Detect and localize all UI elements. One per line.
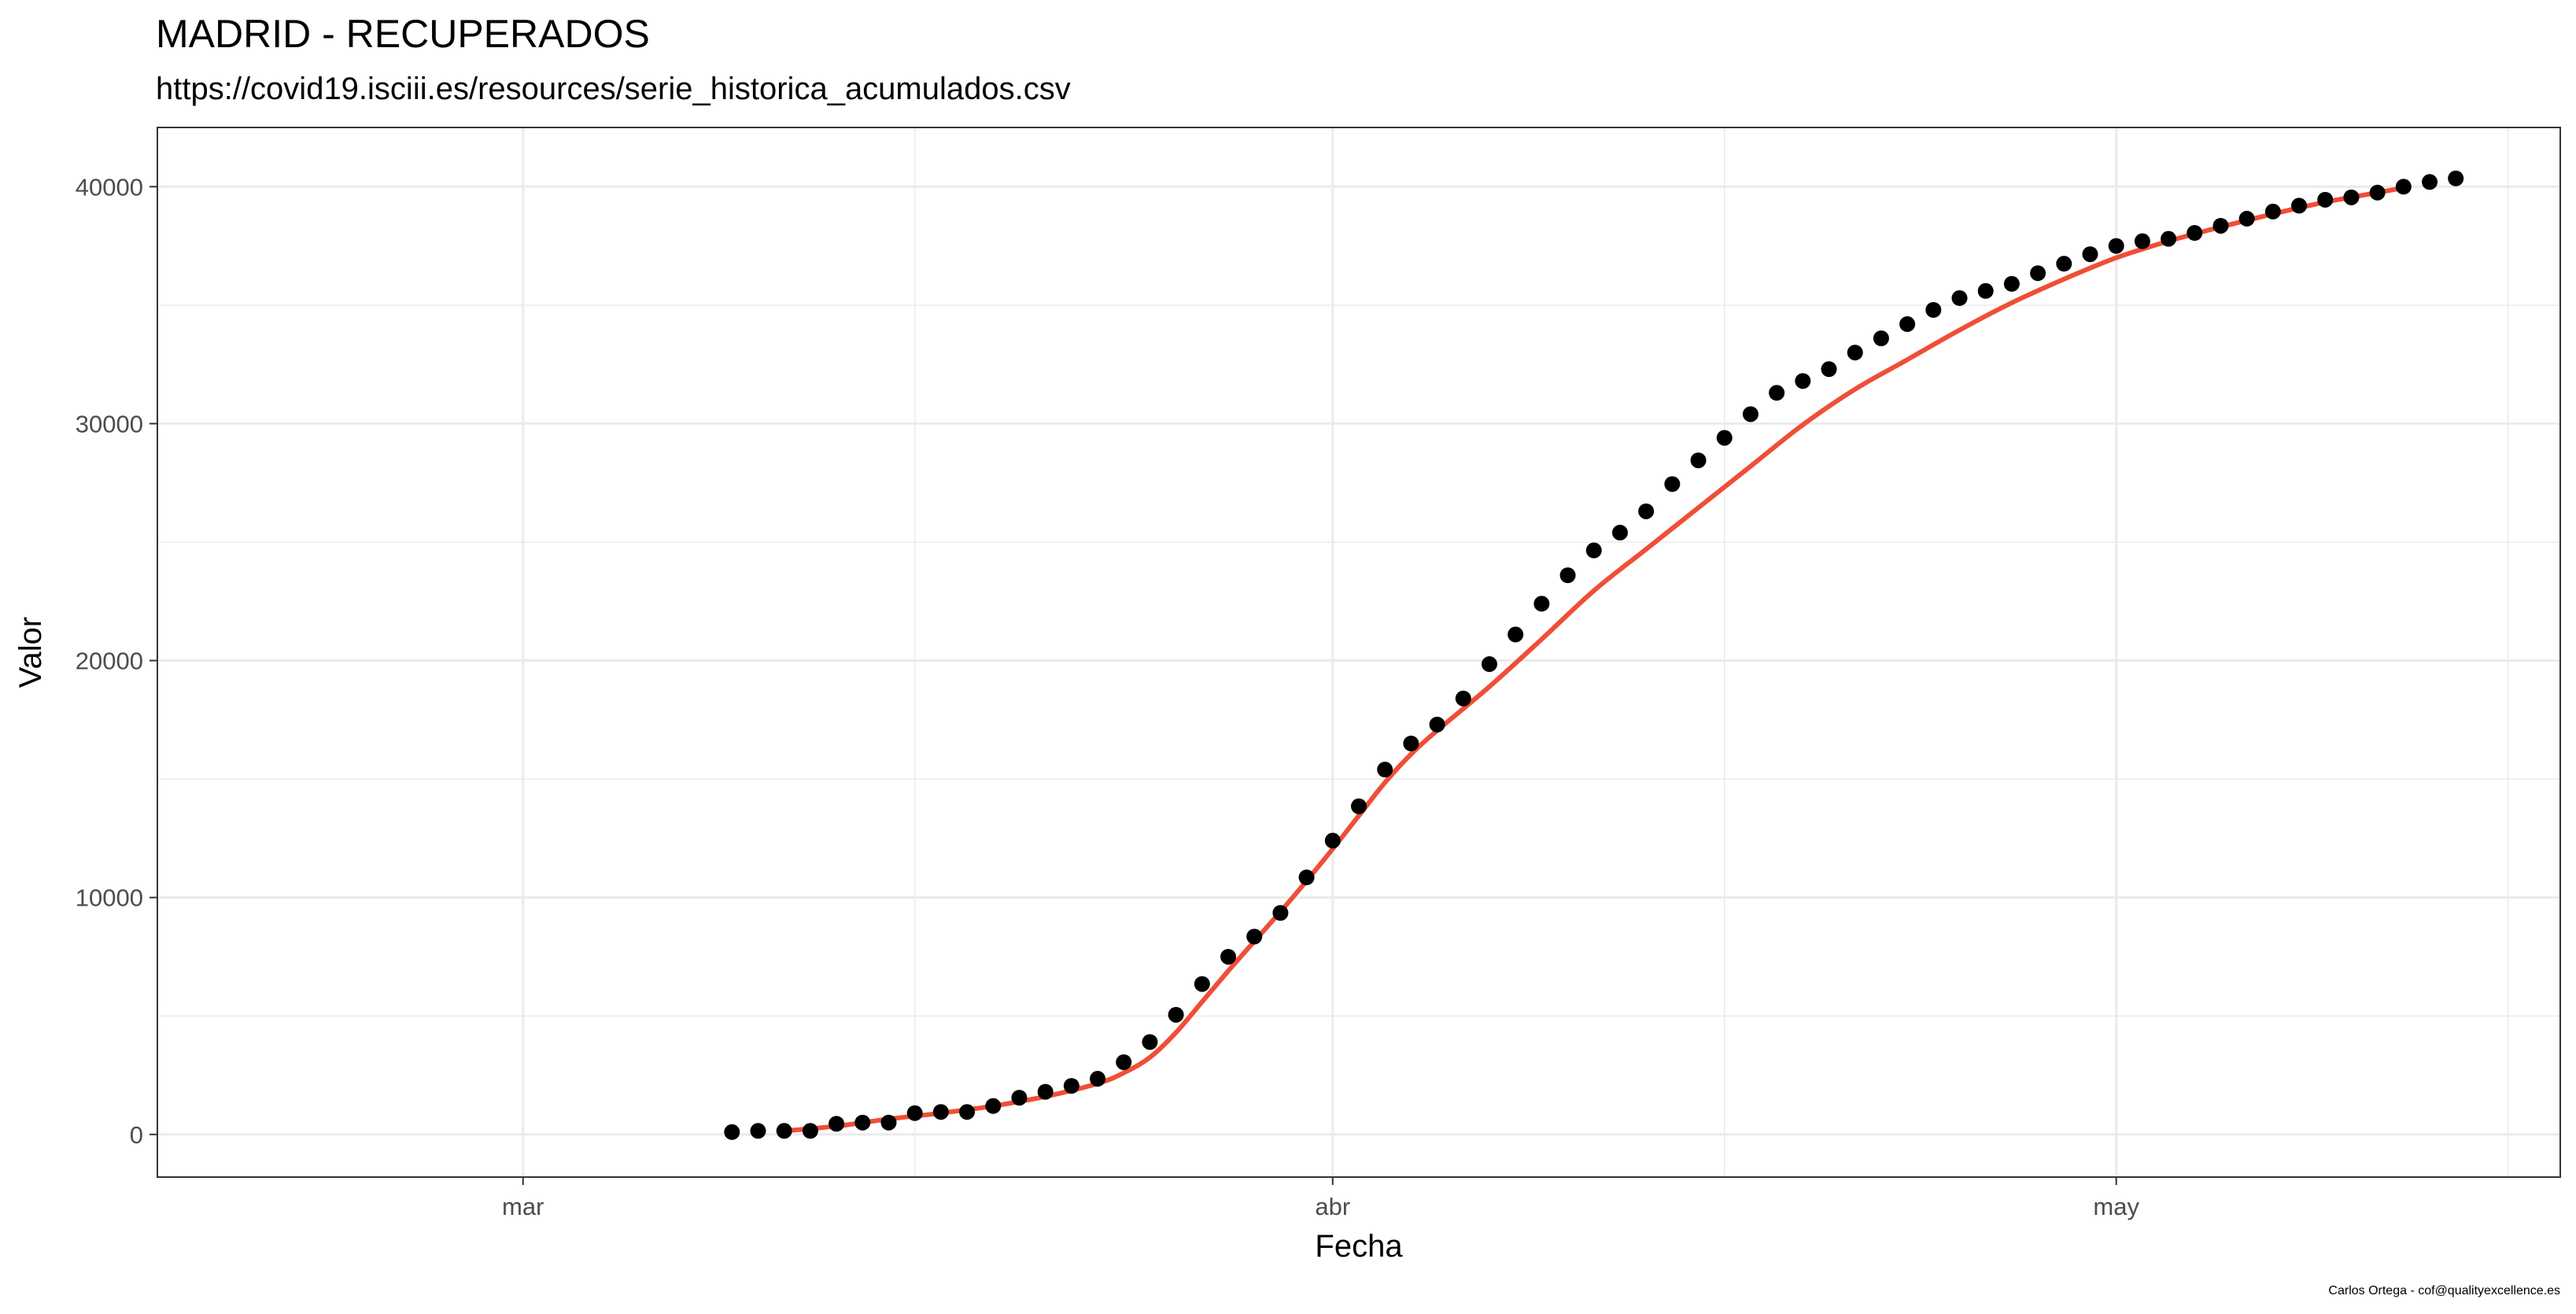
data-point	[2187, 225, 2203, 242]
y-tick-label: 30000	[76, 410, 143, 437]
data-point	[854, 1114, 871, 1131]
y-tick-label: 40000	[76, 173, 143, 201]
data-point	[1977, 282, 1994, 299]
data-point	[1324, 832, 1341, 849]
data-point	[1272, 905, 1289, 921]
chart-title: MADRID - RECUPERADOS	[156, 12, 650, 56]
data-point	[1951, 290, 1968, 306]
data-point	[1533, 596, 1550, 612]
data-point	[1168, 1006, 1184, 1023]
data-point	[1298, 869, 1315, 886]
data-point	[2003, 275, 2020, 292]
data-point	[2134, 233, 2150, 249]
data-point	[2108, 238, 2124, 254]
data-point	[2448, 170, 2464, 186]
data-point	[932, 1104, 949, 1120]
data-point	[776, 1123, 792, 1139]
data-point	[906, 1105, 923, 1121]
x-axis-title: Fecha	[1315, 1229, 1403, 1264]
data-point	[2056, 256, 2072, 272]
data-point	[1847, 345, 1863, 361]
grid-lines	[157, 127, 2560, 1177]
data-point	[1142, 1034, 1158, 1050]
data-point	[2238, 210, 2255, 227]
chart-subtitle: https://covid19.isciii.es/resources/seri…	[156, 72, 1071, 106]
data-point	[985, 1098, 1002, 1114]
data-point	[750, 1123, 766, 1139]
data-point	[1429, 716, 1445, 733]
panel-border	[157, 127, 2561, 1178]
data-point	[829, 1116, 845, 1132]
data-point	[1638, 503, 1655, 519]
x-tick-label: may	[2093, 1193, 2139, 1220]
data-point	[1481, 656, 1497, 673]
data-point	[1690, 452, 1707, 469]
chart-caption: Carlos Ortega - cof@qualityexcellence.es	[2328, 1284, 2560, 1297]
y-axis-title: Valor	[13, 617, 48, 688]
data-point	[2343, 189, 2360, 205]
data-point	[1194, 976, 1210, 992]
data-point	[959, 1104, 976, 1120]
data-point	[2291, 197, 2308, 214]
y-tick-label: 20000	[76, 648, 143, 675]
data-point	[1873, 330, 1889, 347]
data-point	[1611, 524, 1628, 541]
data-point	[1116, 1054, 1132, 1070]
x-tick-label: abr	[1315, 1193, 1350, 1220]
plot-panel	[157, 127, 2560, 1177]
data-point	[1769, 385, 1785, 401]
data-point	[1246, 928, 1263, 945]
data-point	[1925, 301, 1942, 318]
data-point	[1585, 542, 1602, 559]
data-point	[2369, 184, 2386, 201]
x-axis: mar abr may	[502, 1177, 2139, 1220]
data-point	[1821, 361, 1837, 378]
data-point	[2030, 265, 2046, 282]
data-point	[2317, 191, 2334, 208]
y-tick-label: 0	[130, 1121, 143, 1149]
y-tick-label: 10000	[76, 884, 143, 912]
data-point	[2212, 217, 2229, 234]
data-point	[2082, 246, 2098, 263]
data-point	[2395, 179, 2412, 195]
points-layer	[724, 170, 2464, 1140]
data-point	[1716, 430, 1733, 446]
data-point	[1559, 567, 1576, 584]
data-point	[1220, 948, 1237, 965]
y-axis: 0 10000 20000 30000 40000	[76, 173, 157, 1149]
data-point	[1742, 406, 1759, 423]
data-point	[1011, 1090, 1028, 1106]
data-point	[1063, 1078, 1079, 1094]
data-point	[1090, 1071, 1106, 1087]
data-point	[1403, 735, 1419, 751]
x-tick-label: mar	[502, 1193, 544, 1220]
data-point	[880, 1114, 897, 1131]
data-point	[1455, 690, 1471, 707]
data-point	[1899, 316, 1916, 332]
data-point	[724, 1124, 740, 1140]
data-point	[1351, 798, 1367, 814]
data-point	[802, 1123, 818, 1139]
data-point	[1037, 1083, 1054, 1100]
data-point	[1795, 373, 1811, 389]
data-point	[1664, 476, 1681, 493]
data-point	[2264, 203, 2281, 220]
data-point	[2422, 174, 2438, 190]
data-point	[2161, 231, 2177, 247]
data-point	[1508, 626, 1524, 643]
data-point	[1377, 762, 1393, 778]
